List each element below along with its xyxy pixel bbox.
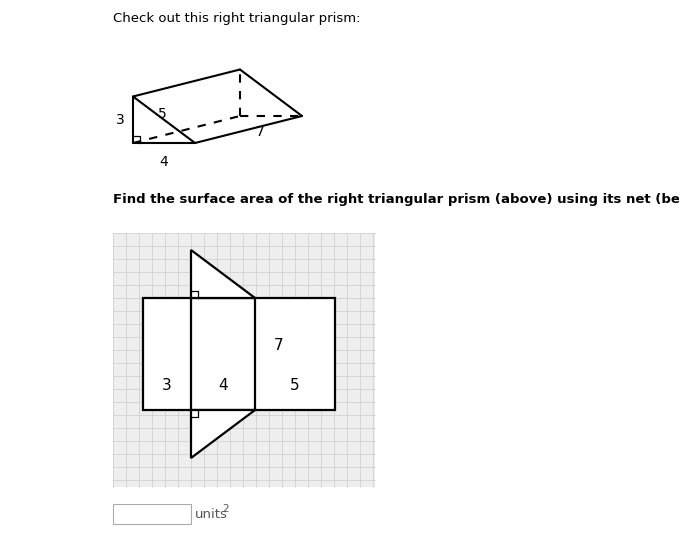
Polygon shape — [191, 250, 255, 298]
Polygon shape — [191, 410, 255, 458]
Text: 5: 5 — [290, 378, 300, 393]
Text: 4: 4 — [160, 155, 168, 169]
Text: 3: 3 — [116, 113, 125, 127]
Text: 5: 5 — [158, 107, 166, 121]
Text: units: units — [195, 508, 228, 521]
Text: 3: 3 — [162, 378, 172, 393]
Text: 4: 4 — [218, 378, 228, 393]
Bar — [143, 298, 335, 410]
Text: Find the surface area of the right triangular prism (above) using its net (below: Find the surface area of the right trian… — [113, 193, 679, 206]
Bar — [113, 504, 191, 524]
Text: 7: 7 — [255, 125, 264, 139]
Text: 2: 2 — [222, 504, 229, 514]
Bar — [113, 233, 375, 487]
Text: Check out this right triangular prism:: Check out this right triangular prism: — [113, 12, 361, 25]
Text: 7: 7 — [274, 337, 284, 352]
